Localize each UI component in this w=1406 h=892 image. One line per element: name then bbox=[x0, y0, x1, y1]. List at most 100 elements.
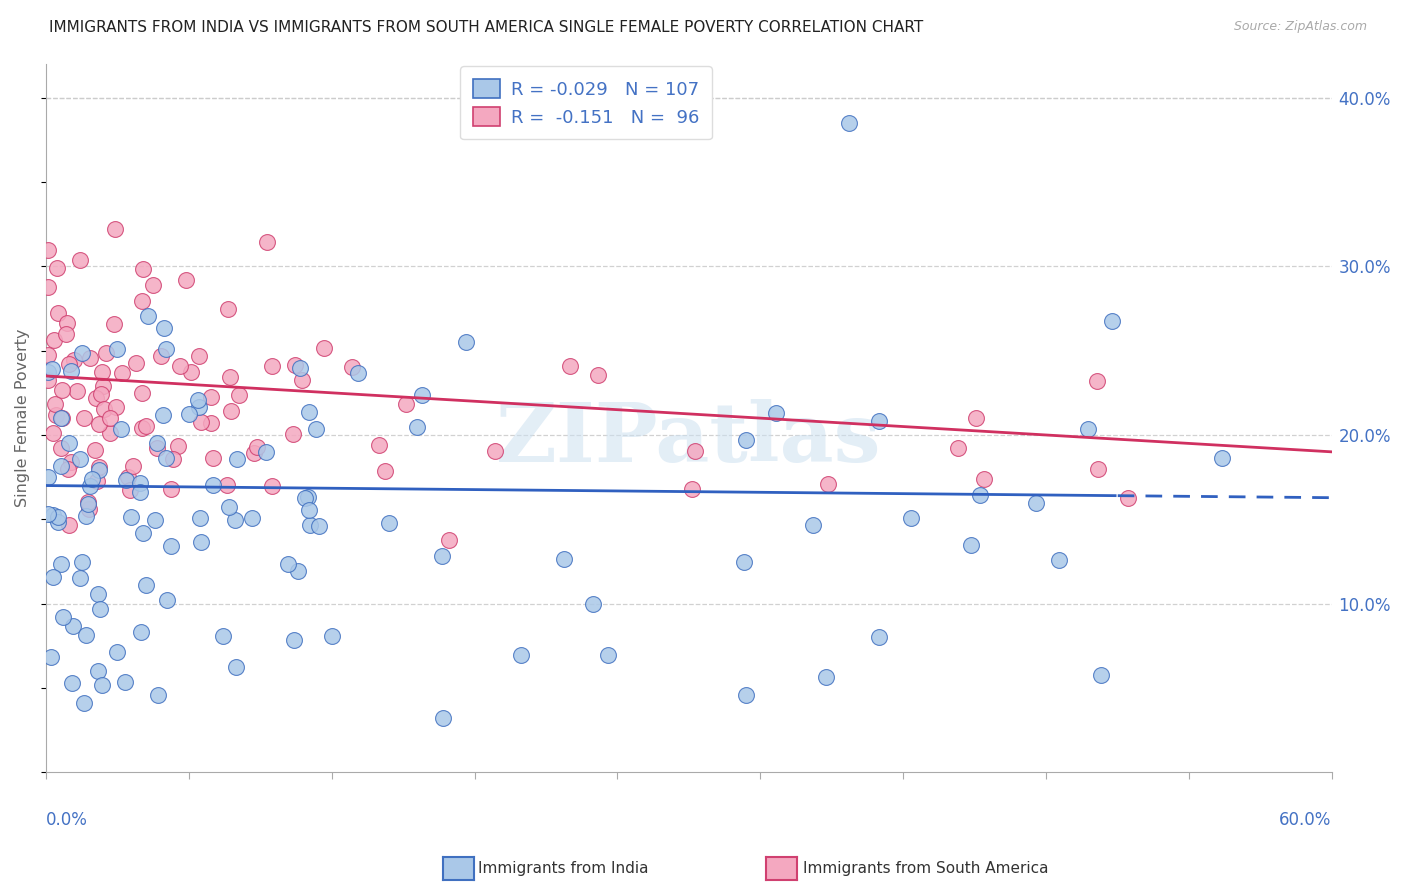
Point bbox=[46, 510, 69, 524]
Point bbox=[70, 555, 93, 569]
Point bbox=[152, 408, 174, 422]
Point bbox=[815, 670, 838, 684]
Point bbox=[277, 557, 299, 571]
Point bbox=[129, 625, 152, 640]
Point bbox=[48, 306, 70, 320]
Point bbox=[89, 602, 111, 616]
Point bbox=[110, 422, 132, 436]
Text: ZIPatlas: ZIPatlas bbox=[496, 400, 882, 479]
Point bbox=[262, 479, 284, 493]
Point bbox=[42, 334, 65, 348]
Point bbox=[298, 405, 321, 419]
Legend: R = -0.029   N = 107, R =  -0.151   N =  96: R = -0.029 N = 107, R = -0.151 N = 96 bbox=[460, 66, 711, 139]
Point bbox=[60, 676, 83, 690]
Point bbox=[84, 392, 107, 406]
Point bbox=[484, 444, 506, 458]
Point bbox=[510, 648, 533, 663]
Point bbox=[598, 648, 620, 662]
Point bbox=[37, 507, 59, 521]
Point bbox=[83, 442, 105, 457]
Point bbox=[77, 502, 100, 516]
Point bbox=[42, 508, 65, 523]
Point bbox=[56, 316, 79, 330]
Point bbox=[58, 518, 80, 533]
Point bbox=[143, 513, 166, 527]
Point bbox=[86, 475, 108, 489]
Point bbox=[1085, 374, 1108, 388]
Point bbox=[437, 533, 460, 547]
Point bbox=[160, 482, 183, 496]
Point bbox=[1090, 668, 1112, 682]
Point bbox=[200, 416, 222, 430]
Point bbox=[180, 365, 202, 379]
Point bbox=[224, 513, 246, 527]
Point bbox=[297, 490, 319, 504]
Point bbox=[202, 478, 225, 492]
Point bbox=[283, 632, 305, 647]
Point bbox=[177, 407, 200, 421]
Point bbox=[218, 370, 240, 384]
Point bbox=[212, 629, 235, 643]
Point bbox=[432, 549, 454, 563]
Point bbox=[965, 411, 987, 425]
Point bbox=[75, 628, 97, 642]
Point bbox=[87, 463, 110, 477]
Point bbox=[42, 570, 65, 584]
Point bbox=[176, 273, 198, 287]
Point bbox=[217, 301, 239, 316]
Point bbox=[284, 359, 307, 373]
Point bbox=[765, 406, 787, 420]
Point bbox=[838, 116, 860, 130]
Point bbox=[142, 277, 165, 292]
Point bbox=[131, 421, 153, 435]
Point bbox=[411, 387, 433, 401]
Point bbox=[155, 451, 177, 466]
Point bbox=[314, 341, 336, 355]
Point bbox=[188, 349, 211, 363]
Point bbox=[90, 387, 112, 401]
Point bbox=[281, 426, 304, 441]
Point bbox=[262, 359, 284, 374]
Point bbox=[51, 441, 73, 455]
Point bbox=[681, 482, 703, 496]
Point bbox=[305, 422, 328, 436]
Point bbox=[59, 364, 82, 378]
Point bbox=[395, 397, 418, 411]
Point bbox=[104, 222, 127, 236]
Point bbox=[553, 552, 575, 566]
Point bbox=[96, 345, 118, 359]
Point bbox=[1087, 462, 1109, 476]
Point bbox=[62, 352, 84, 367]
Point bbox=[169, 359, 191, 373]
Point bbox=[308, 519, 330, 533]
Point bbox=[215, 478, 238, 492]
Point bbox=[254, 445, 277, 459]
Point bbox=[76, 495, 98, 509]
Point bbox=[49, 558, 72, 572]
Text: Immigrants from India: Immigrants from India bbox=[478, 862, 648, 876]
Text: Source: ZipAtlas.com: Source: ZipAtlas.com bbox=[1233, 20, 1367, 33]
Point bbox=[46, 515, 69, 529]
Point bbox=[120, 483, 142, 497]
Point bbox=[1101, 314, 1123, 328]
Point bbox=[117, 470, 139, 484]
Point bbox=[103, 317, 125, 331]
Point bbox=[190, 415, 212, 429]
Point bbox=[946, 441, 969, 455]
Point bbox=[200, 390, 222, 404]
Point bbox=[42, 426, 65, 441]
Point bbox=[45, 260, 67, 275]
Point bbox=[87, 417, 110, 431]
Point bbox=[367, 437, 389, 451]
Point bbox=[218, 500, 240, 515]
Point bbox=[1116, 491, 1139, 506]
Point bbox=[51, 383, 73, 397]
Point bbox=[125, 356, 148, 370]
Point bbox=[114, 473, 136, 487]
Point bbox=[969, 488, 991, 502]
Point bbox=[58, 436, 80, 450]
Point bbox=[76, 497, 98, 511]
Point bbox=[51, 459, 73, 474]
Point bbox=[868, 415, 890, 429]
Point bbox=[959, 538, 981, 552]
